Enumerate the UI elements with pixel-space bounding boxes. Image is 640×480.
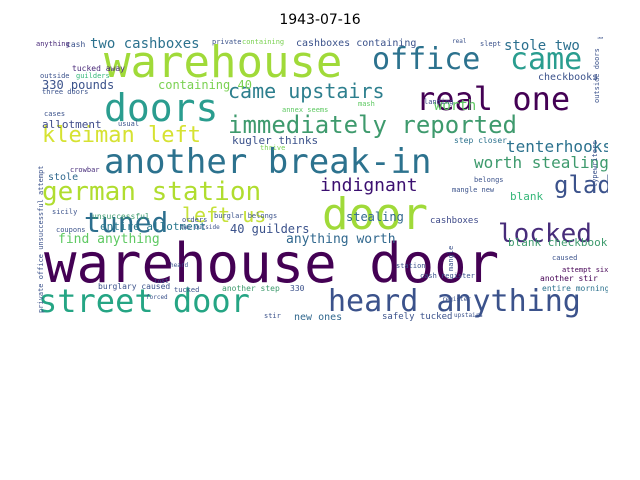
word: locked: [498, 219, 592, 249]
word: another break-in: [104, 142, 432, 182]
word: outside doors: [593, 48, 601, 103]
word: cash register: [420, 272, 475, 280]
word: typewriters: [591, 140, 599, 187]
word: kugler thinks: [232, 134, 319, 147]
word: usual: [118, 120, 140, 128]
word: unsuccessful: [92, 212, 150, 221]
word: real: [452, 38, 467, 45]
word: caused: [552, 254, 578, 262]
word: lost: [154, 278, 169, 285]
word: private: [212, 38, 242, 46]
word: crowbar: [70, 166, 100, 174]
word: another stir: [540, 274, 598, 283]
word: tenterhooks: [506, 137, 608, 156]
word: private office unsuccessful attempt: [37, 165, 45, 313]
word: mash: [358, 100, 375, 108]
word: stole two: [504, 38, 580, 54]
word: heard: [170, 262, 189, 269]
word: blank checkbooks: [508, 236, 608, 249]
word: tuned: [84, 206, 169, 239]
word: cash: [66, 40, 86, 49]
word: annex seems: [282, 106, 329, 114]
word: cases: [44, 110, 66, 118]
word: sicily: [52, 208, 78, 216]
word: blank: [510, 190, 544, 203]
word: belongs: [474, 176, 504, 184]
word: worth: [434, 98, 477, 114]
word: stir: [264, 312, 281, 320]
word: tucked away: [72, 64, 125, 73]
word: kleiman left: [42, 123, 201, 148]
word: came: [510, 42, 583, 77]
word: containing 40: [158, 78, 252, 92]
word: thrive: [260, 144, 286, 152]
word: upstairs: [454, 312, 483, 319]
chart-title: 1943-07-16: [279, 12, 361, 28]
word: find anything: [58, 232, 160, 247]
word: guilders: [76, 72, 110, 80]
word: stole: [48, 172, 79, 183]
word: 330 pounds: [42, 78, 115, 92]
word: forced: [146, 294, 168, 301]
word: immediately reported: [228, 111, 517, 139]
word: office: [372, 42, 481, 77]
word: anything worth: [286, 232, 396, 247]
word: attempt six: [562, 266, 608, 274]
word: burglary caused: [98, 282, 171, 291]
word: 330: [290, 284, 305, 293]
word: worth stealing: [474, 153, 608, 172]
word: two outside: [180, 224, 220, 231]
word: indignant: [320, 175, 418, 196]
word: landing: [424, 98, 454, 106]
word: glad: [554, 171, 608, 199]
word: orders: [182, 216, 208, 224]
word: containing: [242, 38, 285, 46]
word: 40 guilders: [230, 222, 310, 236]
word: anything: [36, 40, 70, 48]
word: doors: [104, 86, 219, 130]
word: burglar belongs: [214, 212, 278, 220]
word: real one: [416, 80, 571, 118]
word: warehouse door: [44, 232, 500, 295]
word: station: [396, 262, 426, 270]
word: door: [322, 189, 428, 240]
word: step closer: [454, 136, 507, 145]
word: outside: [40, 72, 70, 80]
word: safely tucked: [382, 312, 453, 322]
word: allotment: [42, 118, 102, 131]
word: slept: [480, 40, 502, 48]
word: two cashboxes: [90, 37, 200, 52]
word: mangle new: [452, 186, 495, 194]
word: burglary: [597, 37, 605, 39]
word: warehouse: [104, 37, 343, 88]
word: cashboxes: [430, 216, 479, 226]
word: register: [442, 296, 471, 303]
word: another step: [222, 284, 280, 293]
word: new ones: [294, 312, 343, 323]
word: heard anything: [328, 284, 581, 319]
word: entire allotment: [100, 220, 206, 233]
word: german station: [42, 177, 262, 207]
word: stealing: [346, 210, 404, 224]
word: tucked: [174, 286, 200, 294]
word: left us: [182, 203, 267, 227]
word: mangle: [447, 245, 455, 271]
word: entire morning: [542, 284, 608, 293]
word: coupons: [56, 226, 86, 234]
word: three doors: [42, 88, 89, 96]
word: checkbooks: [538, 72, 599, 83]
word: cashboxes containing: [296, 38, 417, 49]
word-cloud: warehouse door warehouse door another br…: [32, 37, 608, 325]
word: street door: [38, 282, 250, 320]
word: came upstairs: [228, 79, 385, 103]
